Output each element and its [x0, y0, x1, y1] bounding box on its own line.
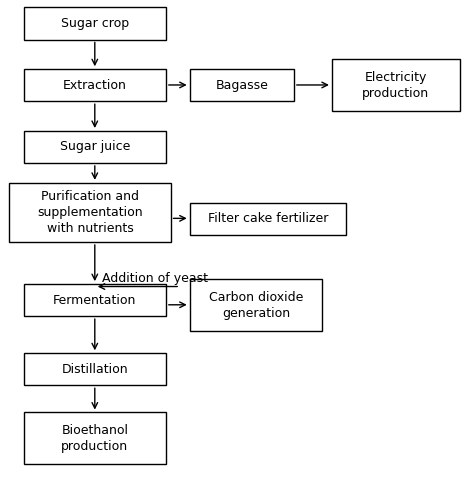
FancyBboxPatch shape: [190, 279, 322, 331]
Text: Electricity
production: Electricity production: [362, 71, 429, 100]
Text: Extraction: Extraction: [63, 79, 127, 92]
Text: Distillation: Distillation: [62, 363, 128, 376]
FancyBboxPatch shape: [24, 131, 166, 163]
FancyBboxPatch shape: [24, 69, 166, 101]
FancyBboxPatch shape: [24, 284, 166, 316]
FancyBboxPatch shape: [332, 59, 460, 111]
FancyBboxPatch shape: [24, 353, 166, 385]
FancyBboxPatch shape: [190, 69, 294, 101]
Text: Filter cake fertilizer: Filter cake fertilizer: [208, 212, 328, 225]
FancyBboxPatch shape: [24, 7, 166, 40]
Text: Bioethanol
production: Bioethanol production: [61, 424, 128, 453]
Text: Purification and
supplementation
with nutrients: Purification and supplementation with nu…: [37, 190, 143, 235]
Text: Fermentation: Fermentation: [53, 293, 137, 307]
FancyBboxPatch shape: [9, 183, 171, 242]
FancyBboxPatch shape: [190, 203, 346, 235]
Text: Sugar crop: Sugar crop: [61, 17, 129, 30]
FancyBboxPatch shape: [24, 412, 166, 464]
Text: Addition of yeast: Addition of yeast: [102, 272, 208, 285]
Text: Sugar juice: Sugar juice: [60, 140, 130, 154]
Text: Carbon dioxide
generation: Carbon dioxide generation: [209, 290, 303, 320]
Text: Bagasse: Bagasse: [215, 79, 268, 92]
